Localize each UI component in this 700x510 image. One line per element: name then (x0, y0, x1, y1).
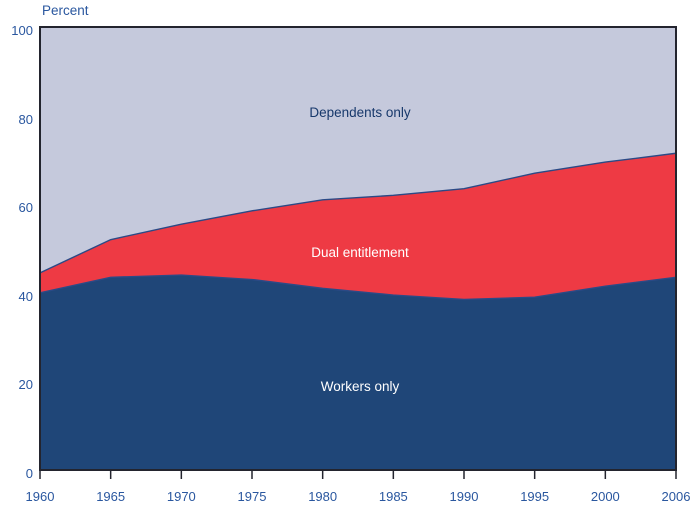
area-label-dual-entitlement: Dual entitlement (311, 245, 409, 260)
area-label-dependents-only: Dependents only (309, 105, 411, 120)
area-label-workers-only: Workers only (320, 379, 400, 394)
y-axis-title: Percent (42, 3, 89, 18)
